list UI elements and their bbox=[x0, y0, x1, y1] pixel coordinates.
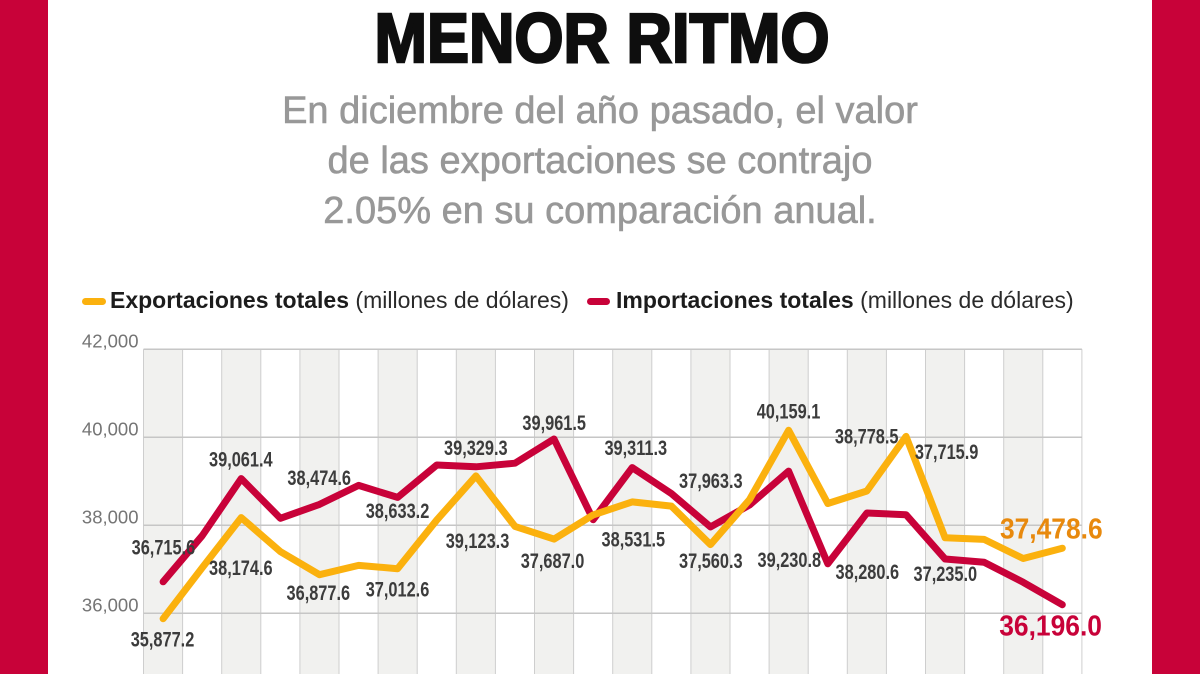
svg-text:39,311.3: 39,311.3 bbox=[604, 437, 667, 461]
svg-text:39,329.3: 39,329.3 bbox=[444, 437, 508, 461]
svg-text:36,196.0: 36,196.0 bbox=[999, 609, 1102, 641]
svg-text:39,061.4: 39,061.4 bbox=[209, 448, 273, 472]
svg-text:36,000: 36,000 bbox=[82, 595, 139, 616]
svg-text:37,687.0: 37,687.0 bbox=[521, 550, 585, 574]
svg-text:39,123.3: 39,123.3 bbox=[446, 530, 510, 554]
svg-text:37,715.9: 37,715.9 bbox=[915, 441, 979, 465]
svg-text:38,633.2: 38,633.2 bbox=[366, 500, 430, 524]
svg-text:38,531.5: 38,531.5 bbox=[602, 529, 666, 553]
svg-text:37,235.0: 37,235.0 bbox=[914, 563, 978, 587]
svg-text:37,478.6: 37,478.6 bbox=[1000, 512, 1103, 544]
svg-text:42,000: 42,000 bbox=[82, 331, 139, 352]
svg-text:39,961.5: 39,961.5 bbox=[522, 412, 586, 436]
svg-text:38,778.5: 38,778.5 bbox=[835, 425, 899, 449]
svg-text:40,159.1: 40,159.1 bbox=[757, 401, 821, 425]
svg-text:39,230.8: 39,230.8 bbox=[758, 549, 822, 573]
svg-text:38,474.6: 38,474.6 bbox=[287, 467, 351, 491]
svg-text:36,877.6: 36,877.6 bbox=[287, 582, 351, 606]
svg-text:37,963.3: 37,963.3 bbox=[679, 470, 743, 494]
svg-text:36,715.6: 36,715.6 bbox=[132, 536, 196, 560]
svg-text:37,012.6: 37,012.6 bbox=[366, 578, 430, 602]
svg-text:38,174.6: 38,174.6 bbox=[209, 557, 273, 581]
svg-text:38,000: 38,000 bbox=[82, 507, 139, 528]
svg-text:40,000: 40,000 bbox=[82, 419, 139, 440]
svg-text:37,560.3: 37,560.3 bbox=[679, 550, 743, 574]
svg-text:35,877.2: 35,877.2 bbox=[131, 628, 195, 652]
svg-text:38,280.6: 38,280.6 bbox=[836, 561, 900, 585]
